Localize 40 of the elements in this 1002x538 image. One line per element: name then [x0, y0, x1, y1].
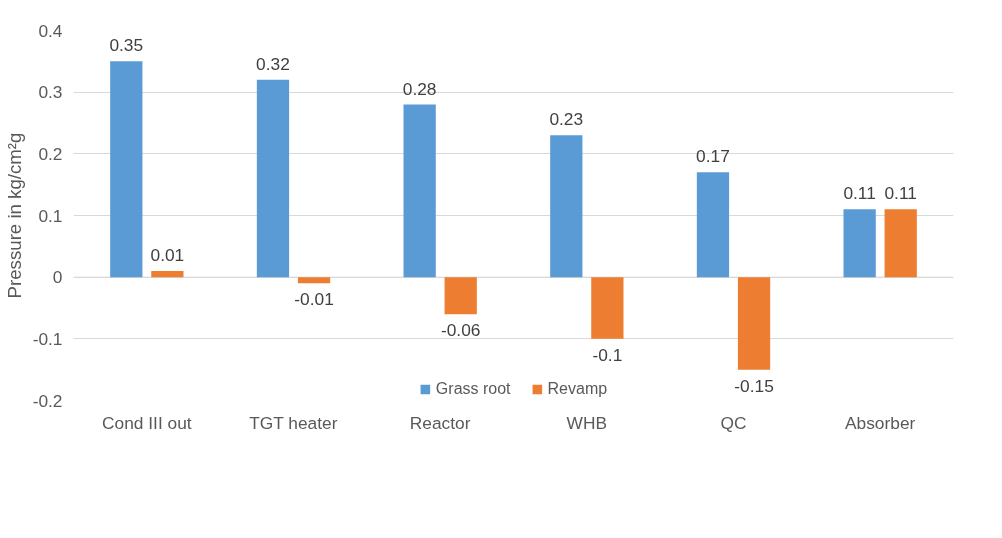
- data-label: 0.11: [843, 183, 876, 204]
- data-label: 0.28: [402, 78, 437, 99]
- x-tick-label: WHB: [566, 412, 608, 433]
- bar: [591, 277, 624, 339]
- x-tick-label: TGT heater: [249, 412, 338, 433]
- x-tick-label: Reactor: [409, 412, 471, 433]
- data-label: 0.32: [256, 53, 290, 74]
- bar: [403, 104, 436, 278]
- x-tick-label: Absorber: [845, 412, 916, 433]
- y-tick-label: -0.1: [32, 328, 63, 349]
- bar: [843, 209, 876, 278]
- data-label: 0.17: [696, 146, 730, 167]
- data-label: 0.23: [549, 109, 584, 130]
- bar: [696, 172, 730, 278]
- bar: [550, 135, 583, 278]
- y-tick-label: 0.1: [38, 205, 63, 226]
- data-label: -0.01: [294, 289, 334, 310]
- bar: [151, 271, 184, 278]
- bar: [737, 277, 771, 370]
- data-label: -0.06: [440, 320, 481, 341]
- data-label: 0.11: [884, 183, 917, 204]
- bar: [297, 277, 331, 284]
- y-axis-title: Pressure in kg/cm²g: [3, 132, 25, 299]
- data-label: -0.1: [592, 344, 623, 365]
- bar: [110, 61, 143, 278]
- y-tick-label: 0.4: [38, 20, 63, 41]
- legend-label: Grass root: [435, 380, 511, 398]
- y-tick-label: 0.2: [38, 143, 63, 164]
- y-tick-label: -0.2: [32, 390, 63, 411]
- data-label: -0.15: [734, 375, 774, 396]
- x-tick-label: Cond III out: [102, 412, 192, 433]
- bar: [444, 277, 477, 315]
- x-tick-label: QC: [720, 412, 747, 433]
- data-label: 0.01: [150, 245, 185, 265]
- y-tick-label: 0.3: [38, 82, 63, 103]
- bar: [256, 79, 290, 278]
- legend-label: Revamp: [547, 380, 608, 398]
- data-label: 0.35: [109, 35, 144, 56]
- bar: [884, 209, 917, 278]
- y-tick-label: 0: [52, 267, 63, 288]
